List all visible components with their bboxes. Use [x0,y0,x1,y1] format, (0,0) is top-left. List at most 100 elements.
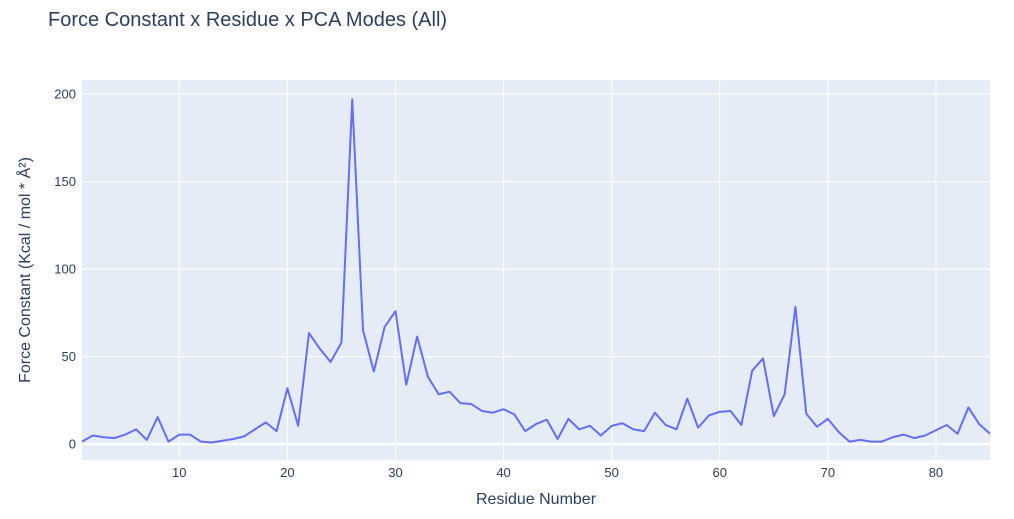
series-line[interactable] [81,98,991,444]
plot-area[interactable] [82,80,990,460]
data-point[interactable] [338,340,344,346]
data-point[interactable] [760,355,766,361]
data-point[interactable] [306,330,312,336]
data-point[interactable] [544,417,550,423]
data-point[interactable] [555,436,561,442]
data-point[interactable] [392,308,398,314]
data-point[interactable] [284,385,290,391]
data-point[interactable] [630,426,636,432]
y-axis-title: Force Constant (Kcal / mol * Å²) [15,157,34,383]
data-point[interactable] [944,422,950,428]
data-point[interactable] [814,424,820,430]
data-point[interactable] [587,423,593,429]
data-point[interactable] [879,439,885,445]
data-point[interactable] [90,432,96,438]
data-point[interactable] [111,435,117,441]
data-point[interactable] [317,346,323,352]
data-point[interactable] [230,436,236,442]
data-point[interactable] [468,401,474,407]
data-point[interactable] [901,432,907,438]
data-point[interactable] [749,368,755,374]
data-point[interactable] [728,408,734,414]
x-axis-ticks: 10 20 30 40 50 60 70 80 [172,465,943,480]
data-point[interactable] [965,404,971,410]
data-point[interactable] [576,426,582,432]
data-point[interactable] [717,409,723,415]
data-point[interactable] [403,382,409,388]
y-tick-label: 100 [54,262,76,277]
data-point[interactable] [274,428,280,434]
data-point[interactable] [792,304,798,310]
data-point[interactable] [890,434,896,440]
data-point[interactable] [295,423,301,429]
data-point[interactable] [436,391,442,397]
data-point[interactable] [155,414,161,420]
data-point[interactable] [425,374,431,380]
data-point[interactable] [641,428,647,434]
data-point[interactable] [101,434,107,440]
data-point[interactable] [652,410,658,416]
data-point[interactable] [522,428,528,434]
data-point[interactable] [457,400,463,406]
data-point[interactable] [349,96,355,102]
data-point[interactable] [144,437,150,443]
data-point[interactable] [176,432,182,438]
data-point[interactable] [922,432,928,438]
data-point[interactable] [447,389,453,395]
data-point[interactable] [490,410,496,416]
data-point[interactable] [511,411,517,417]
x-tick-label: 80 [929,465,943,480]
data-point[interactable] [220,438,226,444]
data-point[interactable] [252,426,258,432]
x-tick-label: 70 [821,465,835,480]
data-point[interactable] [79,439,85,445]
data-point[interactable] [209,439,215,445]
data-point[interactable] [382,324,388,330]
data-point[interactable] [241,433,247,439]
y-tick-label: 50 [62,349,76,364]
data-point[interactable] [663,422,669,428]
x-tick-label: 20 [280,465,294,480]
data-point[interactable] [803,411,809,417]
data-point[interactable] [165,439,171,445]
data-point[interactable] [846,439,852,445]
data-point[interactable] [187,432,193,438]
data-point[interactable] [911,435,917,441]
data-point[interactable] [782,391,788,397]
data-point[interactable] [987,431,993,437]
data-point[interactable] [738,422,744,428]
data-point[interactable] [684,396,690,402]
data-point[interactable] [771,413,777,419]
data-point[interactable] [533,421,539,427]
data-point[interactable] [836,429,842,435]
chart-title: Force Constant x Residue x PCA Modes (Al… [48,9,447,31]
data-point[interactable] [955,431,961,437]
data-point[interactable] [501,406,507,412]
data-point[interactable] [609,423,615,429]
data-point[interactable] [479,408,485,414]
y-tick-label: 150 [54,174,76,189]
data-point[interactable] [933,427,939,433]
data-point[interactable] [263,419,269,425]
x-tick-label: 60 [713,465,727,480]
data-point[interactable] [825,416,831,422]
data-point[interactable] [868,439,874,445]
data-point[interactable] [414,334,420,340]
data-point[interactable] [198,439,204,445]
data-point[interactable] [857,437,863,443]
data-point[interactable] [674,426,680,432]
data-point[interactable] [122,432,128,438]
data-point[interactable] [619,420,625,426]
data-point[interactable] [371,369,377,375]
data-point[interactable] [360,327,366,333]
data-point[interactable] [565,416,571,422]
data-point[interactable] [976,421,982,427]
data-point[interactable] [133,426,139,432]
y-tick-label: 200 [54,87,76,102]
data-point[interactable] [695,425,701,431]
data-point[interactable] [598,432,604,438]
data-point[interactable] [706,412,712,418]
data-point[interactable] [328,359,334,365]
x-axis-title: Residue Number [476,491,597,508]
